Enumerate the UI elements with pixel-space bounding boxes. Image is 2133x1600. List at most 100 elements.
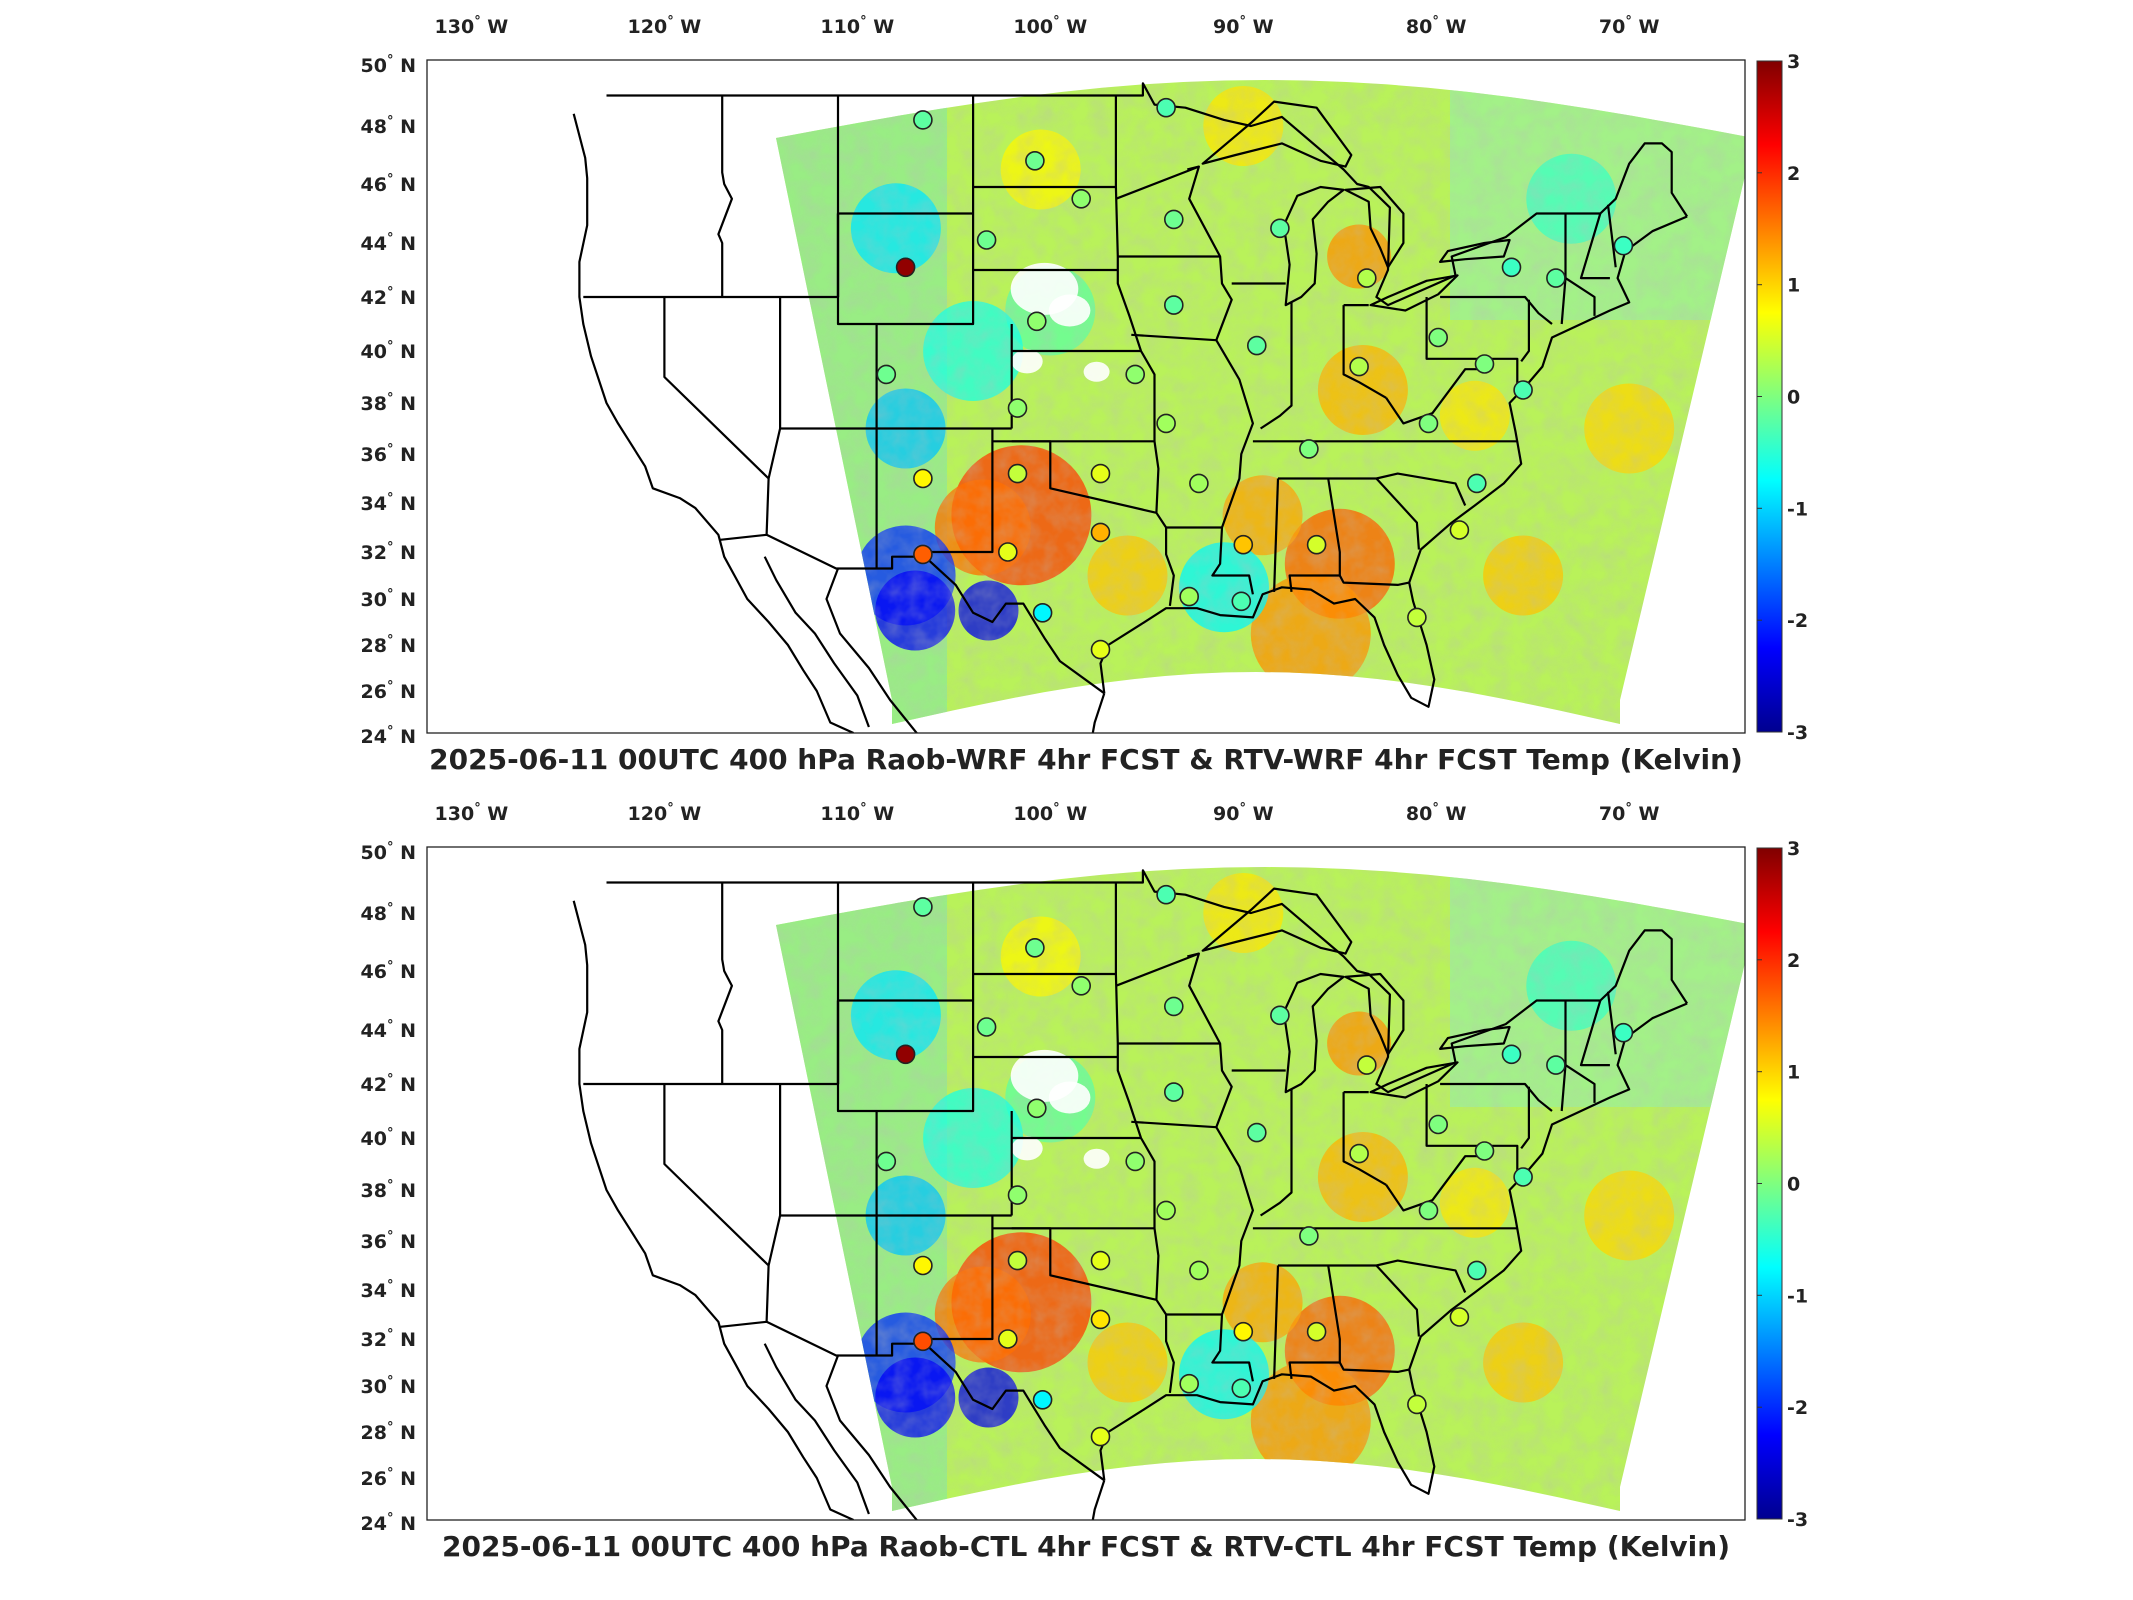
lat-tick-label: 44° N: [361, 1018, 416, 1042]
state-boundary: [1560, 1065, 1567, 1112]
colorbar-tick-label: 2: [1787, 163, 1800, 185]
raob-station-marker: [1027, 311, 1047, 332]
raob-station-marker: [1418, 413, 1439, 434]
panel-bottom: 130° W 120° W 110° W 100° W 90° W 80° W 70° W 5…: [361, 801, 1809, 1563]
raob-station-marker: [1189, 1260, 1209, 1281]
state-boundary: [1579, 213, 1610, 280]
raob-station-marker: [1474, 1141, 1495, 1161]
raob-station-marker: [1449, 1307, 1470, 1327]
state-boundary: [765, 297, 782, 535]
lat-tick-label: 38° N: [361, 391, 416, 415]
state-boundary: [1342, 1092, 1387, 1186]
state-boundary: [1338, 574, 1410, 586]
raob-station-marker: [913, 1331, 933, 1352]
lake-outline: [1344, 185, 1405, 269]
lat-tick-label: 26° N: [361, 1466, 416, 1490]
raob-station-marker: [1027, 1098, 1047, 1119]
missing-data-patch: [1083, 1148, 1110, 1169]
lon-tick-label: 120° W: [628, 14, 702, 38]
state-boundary: [663, 297, 770, 480]
raob-station-marker: [876, 1151, 897, 1172]
raob-station-marker: [1449, 520, 1470, 540]
colorbar-tick-label: 3: [1787, 838, 1800, 860]
raob-station-marker: [1179, 1373, 1199, 1394]
international-border: [720, 533, 1105, 695]
colorbar-tick-label: -1: [1787, 1285, 1808, 1307]
raob-station-marker: [1513, 380, 1533, 400]
chart-title: 2025-06-11 00UTC 400 hPa Raob-WRF 4hr FC…: [429, 743, 1743, 776]
lake-outline: [1201, 100, 1353, 168]
state-boundary: [1273, 1265, 1280, 1379]
raob-station-marker: [1306, 534, 1327, 555]
map-area: [427, 847, 1745, 1520]
raob-station-marker: [976, 1017, 997, 1037]
colorbar-tick-label: -2: [1787, 610, 1808, 632]
state-boundary: [1579, 1000, 1610, 1067]
lat-tick-label: 46° N: [361, 959, 416, 983]
raob-station-marker: [997, 1329, 1018, 1349]
state-boundary: [1440, 1082, 1553, 1112]
lake-outline: [1201, 887, 1353, 955]
raob-station-marker: [1090, 522, 1111, 543]
raob-station-marker: [1007, 1185, 1028, 1205]
raob-station-marker: [1467, 473, 1487, 494]
lon-tick-label: 110° W: [820, 801, 894, 825]
raob-station-marker: [913, 544, 933, 565]
raob-station-marker: [1613, 1022, 1634, 1043]
state-boundary: [1131, 333, 1217, 342]
lat-tick-label: 46° N: [361, 172, 416, 196]
lon-tick-label: 80° W: [1406, 801, 1467, 825]
state-boundary: [1338, 1361, 1410, 1373]
raob-station-marker: [1349, 356, 1369, 377]
state-boundary: [1606, 204, 1617, 268]
lat-tick-label: 40° N: [361, 339, 416, 363]
field-texture: [776, 867, 1745, 1511]
state-boundary: [922, 1215, 994, 1341]
raob-station-marker: [1090, 1426, 1111, 1447]
raob-station-marker: [1546, 1055, 1566, 1075]
raob-station-marker: [1090, 1250, 1111, 1271]
raob-station-marker: [1025, 937, 1045, 958]
lat-tick-label: 44° N: [361, 231, 416, 255]
missing-data-patch: [1083, 361, 1110, 382]
lat-tick-label: 28° N: [361, 1420, 416, 1444]
international-border: [606, 869, 1689, 1094]
raob-station-marker: [1071, 975, 1091, 996]
coastline: [1099, 1002, 1688, 1495]
raob-station-marker: [1164, 295, 1184, 315]
raob-station-marker: [876, 364, 897, 385]
raob-station-marker: [1474, 354, 1495, 374]
state-boundary: [663, 1084, 770, 1267]
colorbar-tick-label: 2: [1787, 950, 1800, 972]
raob-station-marker: [1247, 335, 1267, 356]
raob-station-marker: [1231, 1378, 1252, 1399]
raob-station-marker: [1407, 607, 1427, 628]
raob-station-marker: [1428, 1114, 1448, 1135]
analysis-field: [776, 867, 1745, 1511]
raob-station-marker: [913, 110, 933, 130]
international-border: [720, 1320, 1105, 1482]
state-boundary: [1375, 1264, 1420, 1337]
raob-station-marker: [997, 542, 1018, 562]
raob-station-marker: [1299, 1226, 1319, 1246]
lon-tick-label: 120° W: [628, 801, 702, 825]
raob-station-marker: [1164, 996, 1184, 1017]
state-boundary: [1440, 295, 1553, 325]
map-frame: [426, 846, 1746, 1521]
coastline: [1099, 215, 1688, 708]
raob-station-marker: [913, 1255, 933, 1276]
colorbar-tick-label: -2: [1787, 1397, 1808, 1419]
lat-tick-label: 42° N: [361, 1072, 416, 1096]
raob-station-marker: [1231, 591, 1252, 612]
coastline: [1091, 692, 1106, 733]
colorbar-tick-label: -3: [1787, 722, 1808, 744]
lat-tick-label: 24° N: [361, 724, 416, 748]
raob-station-marker: [1306, 1321, 1327, 1342]
lat-tick-label: 50° N: [361, 53, 416, 77]
raob-station-marker: [1179, 586, 1199, 607]
state-boundary: [1560, 278, 1567, 325]
raob-station-marker: [1299, 439, 1319, 459]
lat-tick-label: 48° N: [361, 901, 416, 925]
